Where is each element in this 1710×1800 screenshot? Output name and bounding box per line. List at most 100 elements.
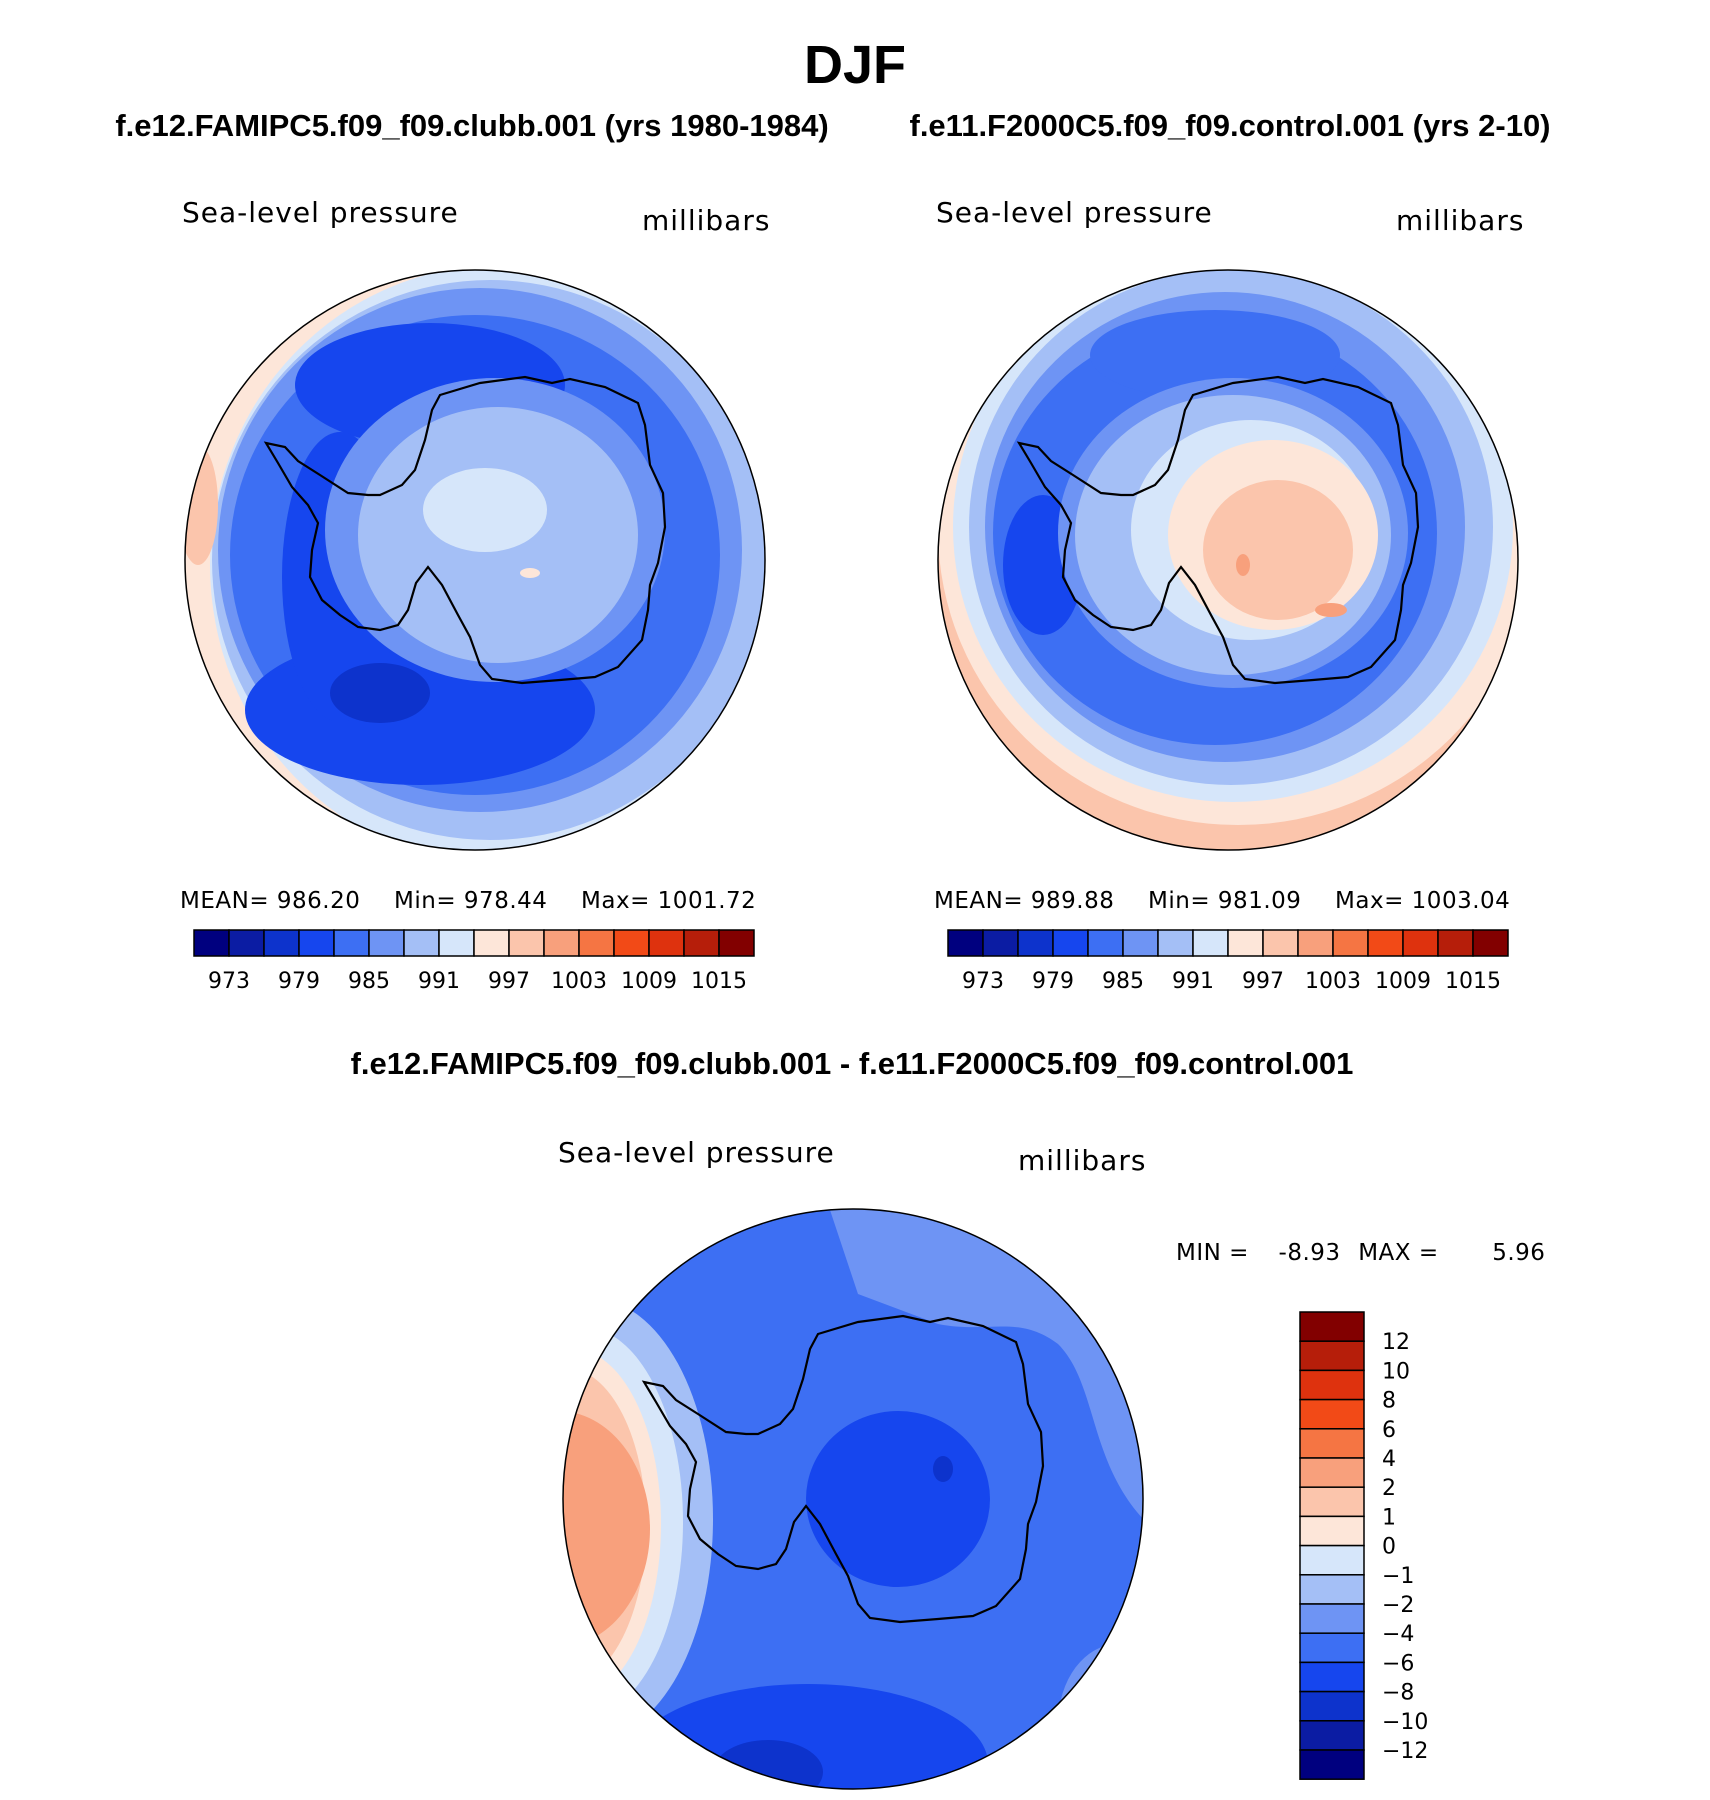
- colorbar-box: [1157, 929, 1194, 957]
- panel3-units-label: millibars: [1018, 1144, 1147, 1177]
- antarctica-coastline: [1016, 375, 1420, 685]
- colorbar-box: [543, 929, 580, 957]
- panel3-min-value: -8.93: [1278, 1240, 1341, 1266]
- colorbar-box: [508, 929, 545, 957]
- map-boundary: [562, 1208, 1144, 1790]
- panel2-units-label: millibars: [1396, 204, 1525, 237]
- colorbar-tick-label: 1003: [551, 969, 607, 994]
- panel1-max-label: Max=: [581, 888, 650, 914]
- colorbar-box: [473, 929, 510, 957]
- colorbar-box: [1192, 929, 1229, 957]
- colorbar-tick-label: 1: [1382, 1505, 1396, 1530]
- antarctica-coastline: [263, 375, 667, 685]
- panel2-min-label: Min=: [1148, 888, 1211, 914]
- colorbar-tick-label: 985: [1102, 969, 1144, 994]
- panel2-stats: MEAN= 989.88 Min= 981.09 Max= 1003.04: [934, 888, 1510, 914]
- colorbar-box: [193, 929, 230, 957]
- colorbar-box: [1437, 929, 1474, 957]
- panel3-max-value: 5.96: [1492, 1240, 1546, 1266]
- panel1-max-value: 1001.72: [657, 888, 757, 914]
- colorbar-box: [1227, 929, 1264, 957]
- colorbar-tick-label: 10: [1382, 1359, 1410, 1384]
- antarctica-coastline: [641, 1314, 1045, 1624]
- panel2-mean-label: MEAN=: [934, 888, 1024, 914]
- contour-field: [185, 270, 765, 850]
- panel2-colorbar: 973 979 985 991 997 1003 1009 1015: [947, 929, 1509, 994]
- panel3-field-label: Sea-level pressure: [558, 1136, 835, 1169]
- colorbar-box: [648, 929, 685, 957]
- colorbar-box: [718, 929, 755, 957]
- colorbar-tick-label: −8: [1382, 1681, 1414, 1706]
- panel1-units-label: millibars: [642, 204, 771, 237]
- panel2-map: [937, 269, 1519, 851]
- colorbar-tick-label: 4: [1382, 1447, 1396, 1472]
- colorbar-box: [1052, 929, 1089, 957]
- colorbar-tick-label: 991: [418, 969, 460, 994]
- colorbar-tick-label: 0: [1382, 1535, 1396, 1560]
- contour-band: [563, 1411, 650, 1647]
- colorbar-box: [1299, 1340, 1365, 1372]
- contour-field: [563, 1209, 1143, 1789]
- contour-band: [520, 568, 540, 578]
- colorbar-tick-label: 979: [1032, 969, 1074, 994]
- map-boundary: [184, 269, 766, 851]
- colorbar-tick-label: −1: [1382, 1564, 1414, 1589]
- colorbar-box: [1122, 929, 1159, 957]
- panel2-mean-value: 989.88: [1030, 888, 1115, 914]
- colorbar-box: [1299, 1661, 1365, 1693]
- colorbar-tick-label: 997: [488, 969, 530, 994]
- colorbar-box: [1367, 929, 1404, 957]
- panel3-min-label: MIN =: [1176, 1240, 1249, 1266]
- contour-field: [938, 270, 1518, 850]
- colorbar-tick-label: −6: [1382, 1651, 1414, 1676]
- colorbar-tick-label: 997: [1242, 969, 1284, 994]
- case-b-title: f.e11.F2000C5.f09_f09.control.001 (yrs 2…: [909, 108, 1551, 143]
- panel3-stats: MIN = -8.93 MAX = 5.96: [1176, 1240, 1545, 1266]
- colorbar-box: [298, 929, 335, 957]
- colorbar-tick-label: 1009: [621, 969, 677, 994]
- contour-band: [423, 468, 547, 552]
- colorbar-tick-label: 985: [348, 969, 390, 994]
- colorbar-tick-label: −10: [1382, 1710, 1428, 1735]
- colorbar-box: [228, 929, 265, 957]
- colorbar-tick-label: 1015: [1445, 969, 1501, 994]
- panel1-mean-label: MEAN=: [180, 888, 270, 914]
- season-title: DJF: [803, 35, 906, 95]
- colorbar-box: [403, 929, 440, 957]
- contour-band: [330, 663, 430, 723]
- colorbar-box: [333, 929, 370, 957]
- colorbar-tick-label: 979: [278, 969, 320, 994]
- colorbar-tick-label: −4: [1382, 1622, 1414, 1647]
- contour-band: [1236, 554, 1250, 576]
- colorbar-box: [438, 929, 475, 957]
- colorbar-box: [1299, 1720, 1365, 1751]
- colorbar-tick-label: 12: [1382, 1330, 1410, 1355]
- colorbar-box: [1299, 1603, 1365, 1634]
- colorbar-box: [1332, 929, 1369, 957]
- colorbar-box: [1299, 1486, 1365, 1518]
- colorbar-box: [578, 929, 615, 957]
- colorbar-box: [1299, 1428, 1365, 1459]
- colorbar-box: [683, 929, 720, 957]
- colorbar-box: [1299, 1398, 1365, 1430]
- panel2-min-value: 981.09: [1217, 888, 1302, 914]
- panel1-map: [184, 269, 766, 851]
- colorbar-box: [1017, 929, 1054, 957]
- colorbar-box: [1299, 1632, 1365, 1664]
- colorbar-box: [1087, 929, 1124, 957]
- colorbar-box: [1299, 1457, 1365, 1488]
- colorbar-tick-label: 8: [1382, 1389, 1396, 1414]
- colorbar-tick-label: 1015: [691, 969, 747, 994]
- panel1-colorbar: 973 979 985 991 997 1003 1009 1015: [193, 929, 755, 994]
- colorbar-tick-label: 1009: [1375, 969, 1431, 994]
- colorbar-box: [1299, 1690, 1365, 1722]
- colorbar-tick-label: 1003: [1305, 969, 1361, 994]
- colorbar-tick-label: 2: [1382, 1476, 1396, 1501]
- panel1-mean-value: 986.20: [276, 888, 361, 914]
- colorbar-tick-label: 991: [1172, 969, 1214, 994]
- colorbar-tick-label: 973: [962, 969, 1004, 994]
- panel3-map: [562, 1208, 1144, 1790]
- colorbar-tick-label: 973: [208, 969, 250, 994]
- panel3-max-label: MAX =: [1358, 1240, 1439, 1266]
